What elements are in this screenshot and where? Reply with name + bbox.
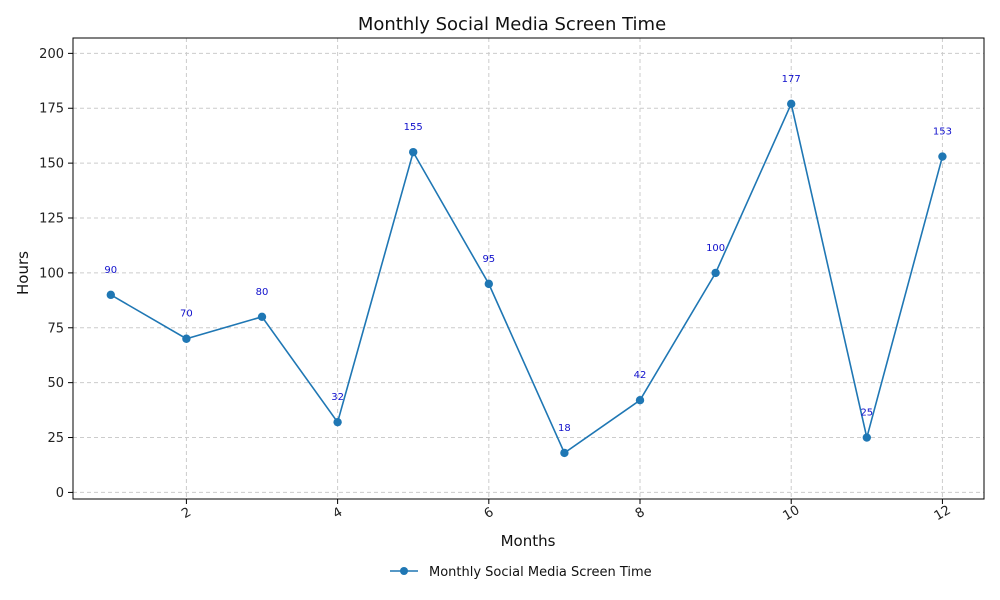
- x-tick-label: 4: [331, 505, 346, 522]
- grid: [73, 38, 984, 499]
- x-tick-label: 10: [781, 503, 803, 524]
- y-tick-label: 75: [47, 321, 64, 336]
- data-point: [862, 433, 872, 442]
- data-point: [409, 147, 418, 157]
- data-label: 90: [104, 265, 117, 276]
- data-label: 32: [331, 392, 344, 403]
- data-point: [787, 99, 796, 109]
- chart-title: Monthly Social Media Screen Time: [358, 14, 666, 35]
- data-label: 100: [706, 243, 725, 254]
- data-point: [938, 152, 947, 161]
- x-tick-label: 2: [179, 505, 194, 522]
- x-tick-label: 6: [482, 505, 497, 522]
- data-point: [484, 279, 494, 289]
- y-tick-label: 150: [39, 157, 64, 172]
- data-point: [635, 396, 645, 405]
- legend: Monthly Social Media Screen Time: [390, 565, 652, 580]
- legend-entry-label: Monthly Social Media Screen Time: [429, 565, 652, 580]
- y-tick-label: 175: [39, 102, 64, 117]
- y-tick-label: 25: [47, 431, 64, 446]
- y-axis-label: Hours: [14, 251, 32, 295]
- y-axis-ticks: 0 25 50 75 100 125 150 175 200: [39, 47, 73, 501]
- data-label: 18: [558, 423, 571, 434]
- data-labels: 90 70 80 32 155 95 18 42 100 177 25 153: [104, 74, 952, 434]
- x-axis-ticks: 2 4 6 8 10 12: [179, 499, 954, 524]
- data-point: [711, 268, 720, 278]
- data-label: 155: [404, 122, 423, 133]
- x-axis-label: Months: [501, 532, 556, 550]
- y-tick-label: 100: [39, 266, 64, 281]
- data-label: 42: [634, 370, 647, 381]
- data-label: 25: [860, 408, 873, 419]
- series: [106, 99, 947, 458]
- x-tick-label: 12: [932, 503, 954, 524]
- data-point: [182, 334, 191, 343]
- series-line: [110, 101, 944, 455]
- data-point: [560, 448, 569, 458]
- data-label: 153: [933, 127, 952, 138]
- data-label: 177: [782, 74, 801, 85]
- y-tick-label: 50: [47, 376, 64, 391]
- data-point: [106, 290, 116, 300]
- plot-area-frame: [72, 37, 985, 500]
- data-point: [257, 312, 267, 321]
- x-tick-label: 8: [633, 505, 648, 522]
- y-tick-label: 0: [56, 486, 64, 501]
- data-label: 70: [180, 309, 193, 320]
- y-tick-label: 200: [39, 47, 64, 62]
- data-point: [333, 417, 342, 427]
- legend-marker-icon: [400, 567, 408, 575]
- y-tick-label: 125: [39, 212, 64, 227]
- data-label: 95: [482, 254, 495, 265]
- data-label: 80: [256, 287, 269, 298]
